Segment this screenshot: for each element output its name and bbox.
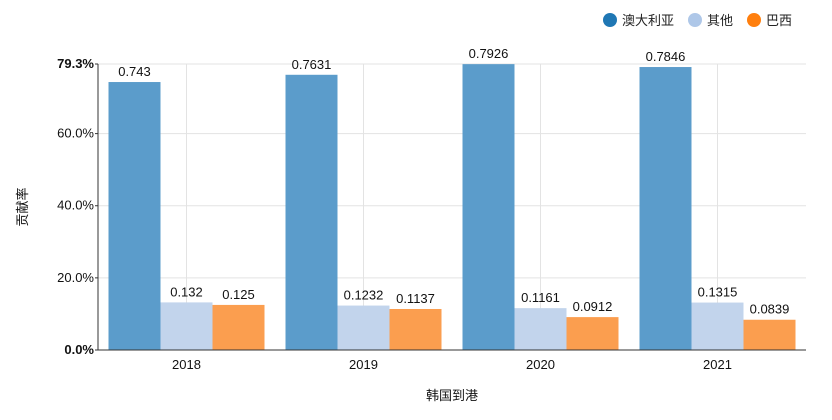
y-axis-title: 贡献率 (15, 187, 31, 226)
legend-item[interactable]: 巴西 (746, 10, 792, 29)
legend-swatch (687, 12, 702, 27)
bar (639, 67, 692, 350)
data-label: 0.1137 (396, 291, 435, 306)
bar (462, 64, 515, 351)
y-tick-label: 60.0% (57, 126, 94, 141)
bar (389, 308, 442, 350)
legend-item[interactable]: 其他 (687, 10, 733, 29)
data-label: 0.743 (118, 64, 151, 79)
bar (514, 308, 567, 350)
x-tick-label: 2020 (526, 357, 555, 372)
data-label: 0.7846 (646, 49, 686, 64)
legend-label: 其他 (706, 14, 733, 29)
data-label: 0.1232 (344, 288, 384, 303)
data-label: 0.125 (222, 287, 255, 302)
data-label: 0.0839 (750, 302, 790, 317)
y-tick-label: 79.3% (57, 56, 94, 71)
legend-swatch (602, 12, 617, 27)
y-tick-label: 40.0% (57, 198, 94, 213)
data-label: 0.132 (170, 284, 203, 299)
bar (691, 302, 744, 350)
bar (566, 317, 619, 350)
y-tick-label: 0.0% (64, 342, 94, 357)
x-tick-label: 2018 (172, 357, 201, 372)
data-label: 0.0912 (573, 299, 613, 314)
legend-label: 巴西 (765, 14, 792, 29)
bar (212, 304, 265, 350)
x-tick-label: 2021 (703, 357, 732, 372)
bar (337, 305, 390, 350)
x-axis-title: 韩国到港 (426, 389, 478, 404)
data-label: 0.7926 (469, 46, 509, 61)
legend-label: 澳大利亚 (621, 14, 674, 29)
data-label: 0.1161 (521, 290, 560, 305)
bar (743, 319, 796, 350)
data-label: 0.1315 (698, 285, 738, 300)
legend-swatch (746, 12, 761, 27)
x-tick-label: 2019 (349, 357, 378, 372)
legend-item[interactable]: 澳大利亚 (602, 10, 674, 29)
legend: 澳大利亚 其他 巴西 (602, 10, 792, 29)
data-label: 0.7631 (292, 57, 332, 72)
bar (108, 82, 161, 351)
bar (160, 302, 213, 350)
y-tick-label: 20.0% (57, 270, 94, 285)
bar (285, 74, 338, 351)
